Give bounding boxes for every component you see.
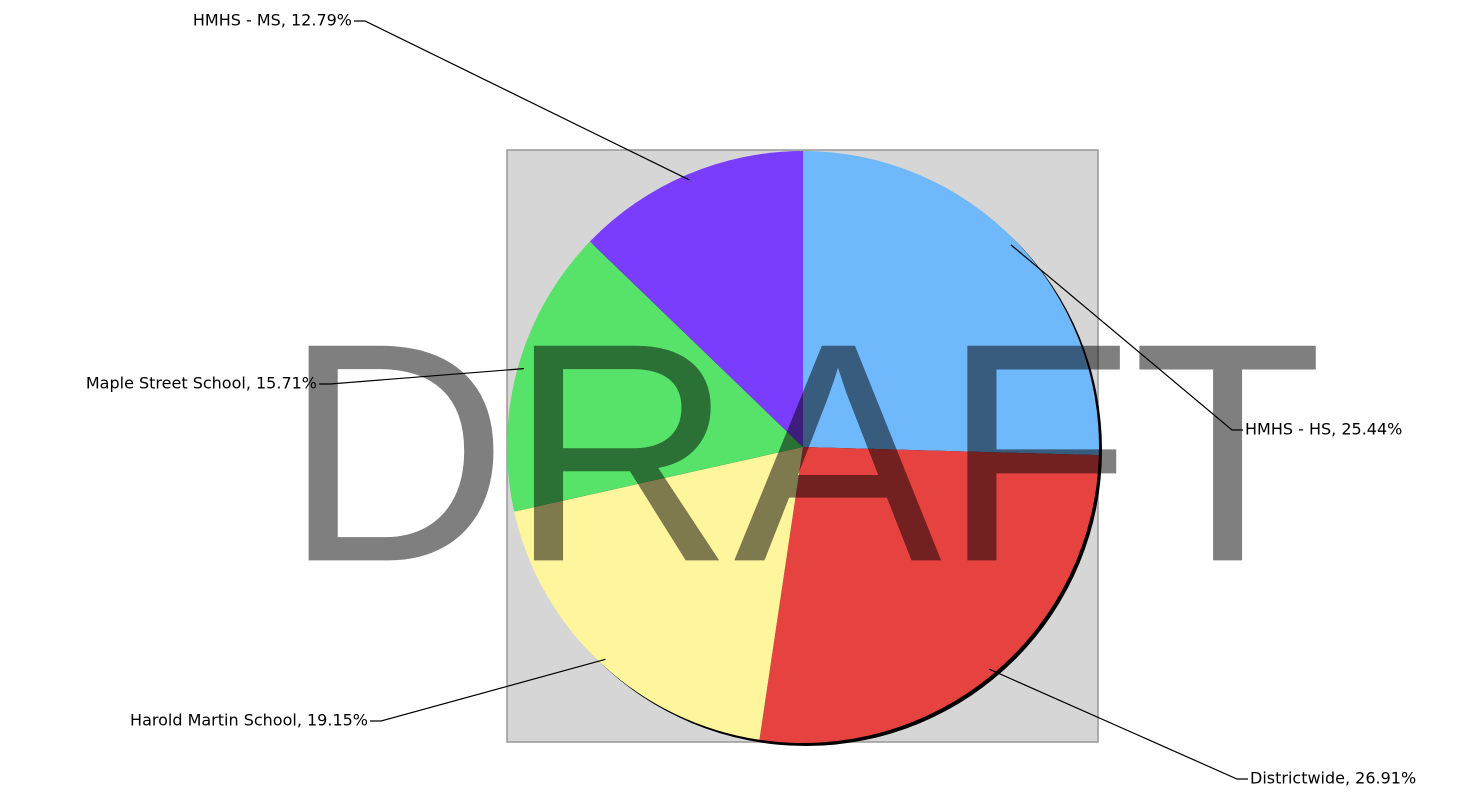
leader-line <box>1010 244 1243 431</box>
slice-label: HMHS - HS, 25.44% <box>1245 420 1402 439</box>
slice-label: Harold Martin School, 19.15% <box>130 711 368 730</box>
slice-label: Maple Street School, 15.71% <box>86 374 317 393</box>
pie-slice <box>803 151 1099 456</box>
leader-line <box>319 368 524 385</box>
leader-line <box>354 20 690 181</box>
slice-label: HMHS - MS, 12.79% <box>193 11 352 30</box>
pie-slice <box>507 241 803 512</box>
watermark: DRAFT <box>283 279 1323 627</box>
pie-slice <box>514 447 803 740</box>
slice-label: Districtwide, 26.91% <box>1250 769 1416 788</box>
pie-slice <box>589 151 803 447</box>
pie-slice <box>759 447 1099 743</box>
labels: HMHS - HS, 25.44% Districtwide, 26.91% Har… <box>86 11 1416 788</box>
leader-line <box>989 668 1248 780</box>
slices <box>507 151 1099 743</box>
leader-line <box>370 658 606 722</box>
